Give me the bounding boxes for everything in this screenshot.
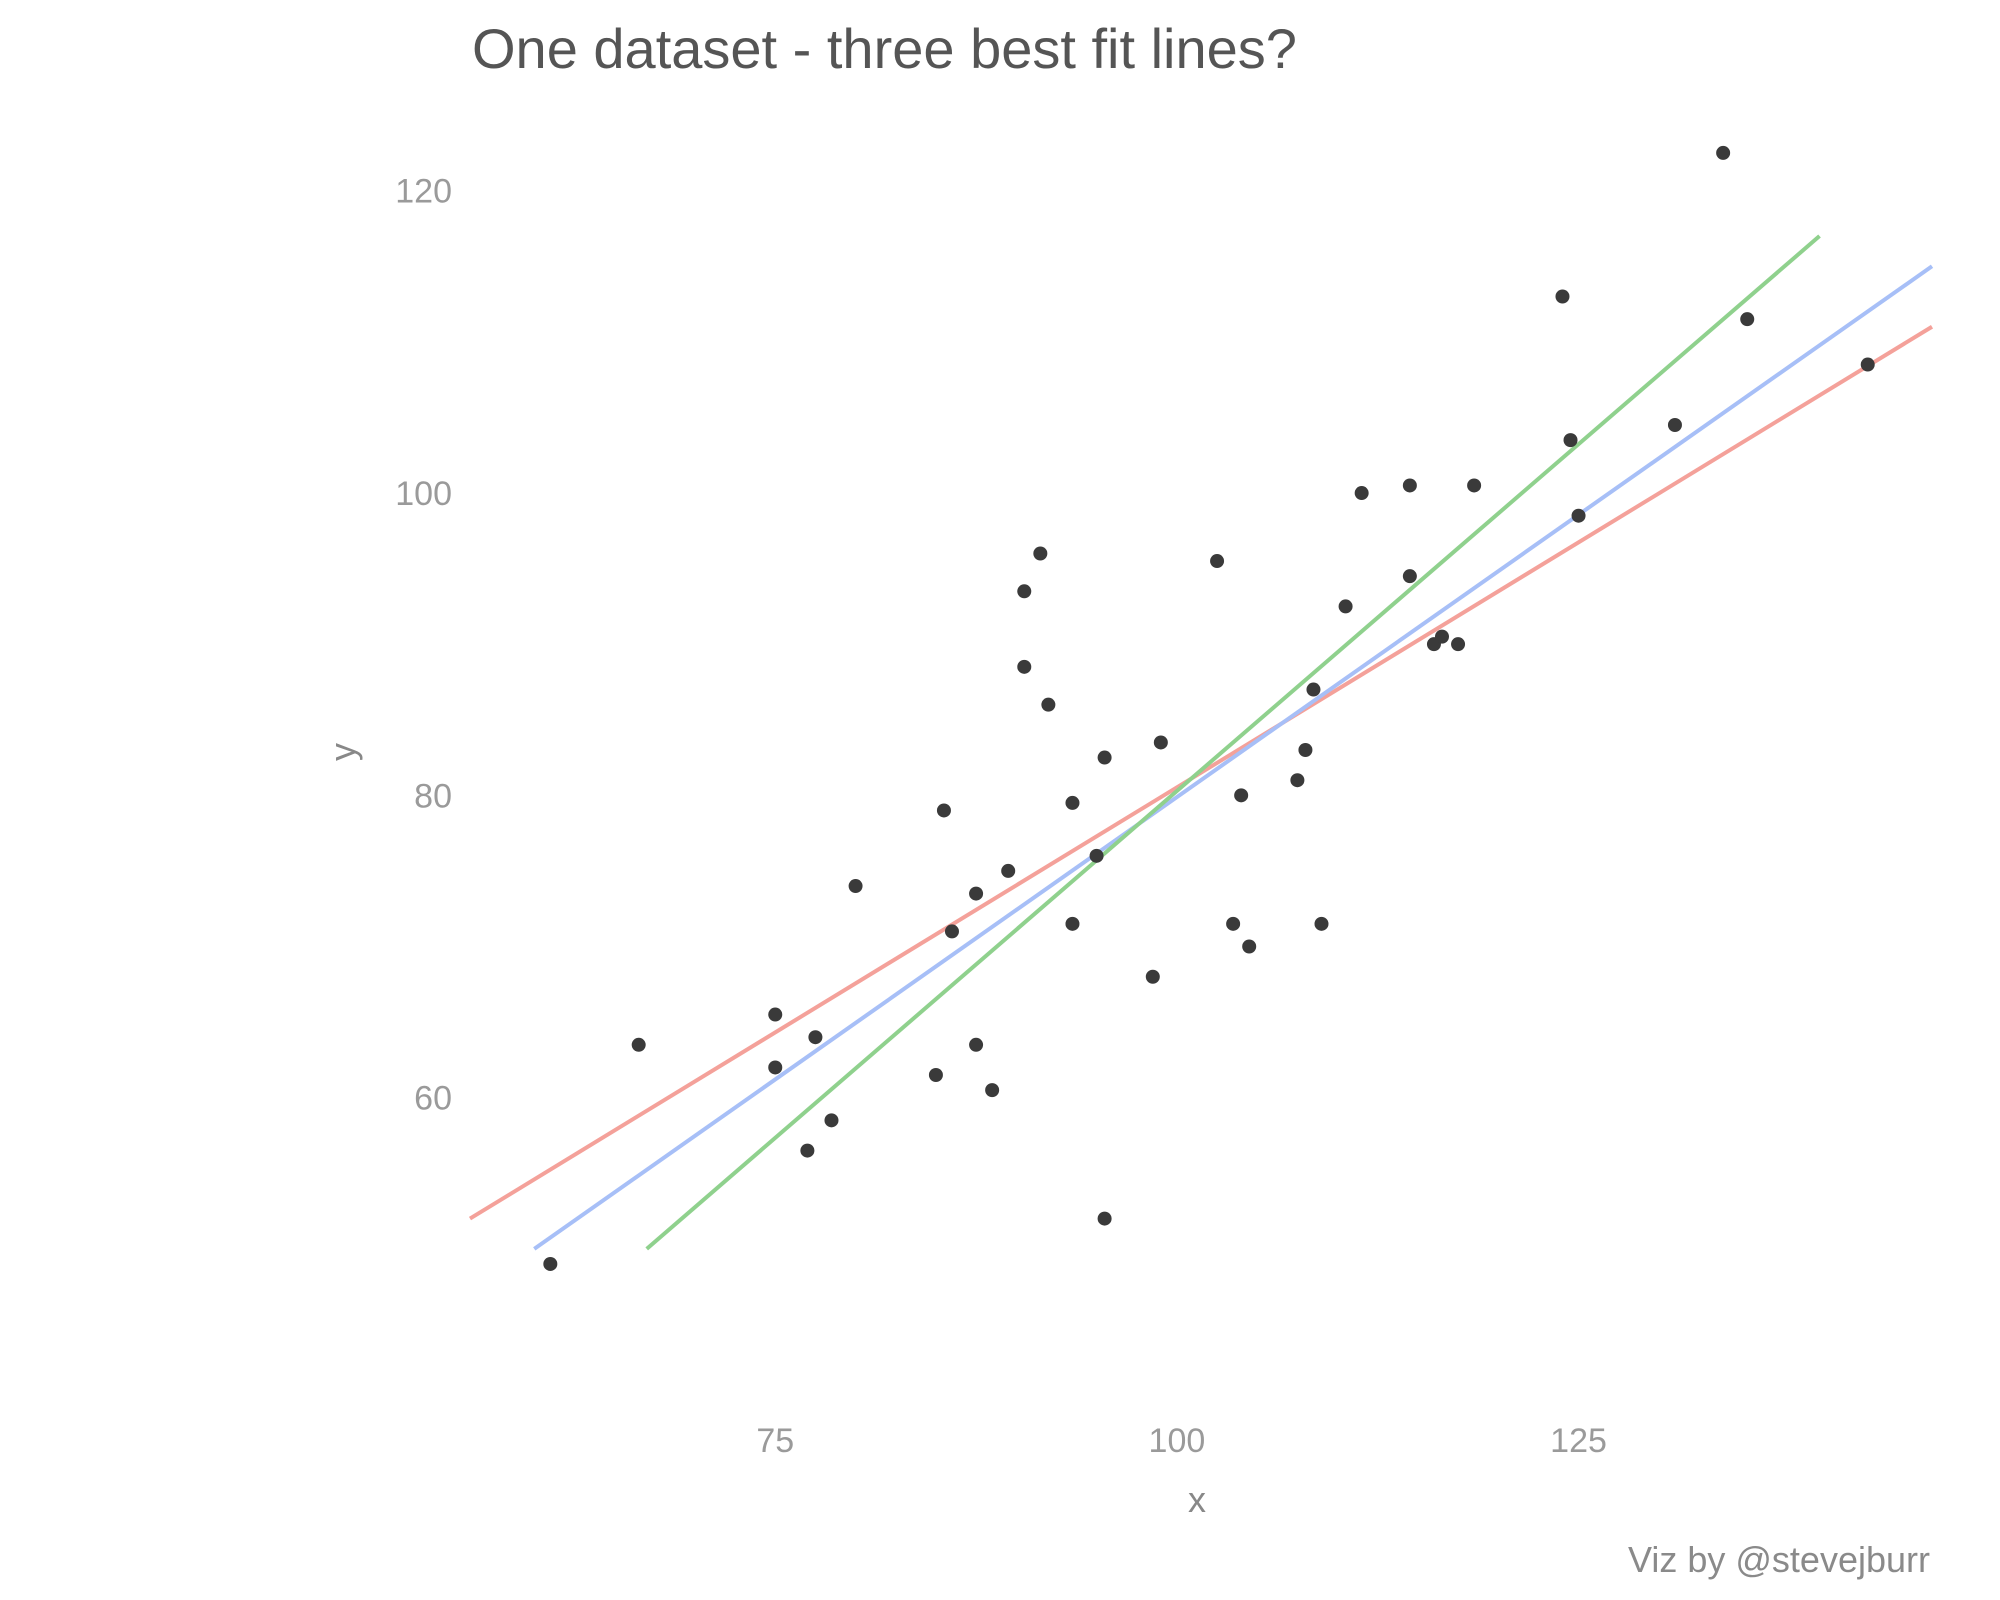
data-point [1667, 418, 1682, 432]
data-point [1210, 554, 1225, 569]
data-point [1017, 584, 1032, 599]
data-point [824, 1113, 839, 1128]
data-point [928, 1068, 943, 1082]
fit-lines [468, 234, 1934, 1251]
chart-title: One dataset - three best fit lines? [472, 17, 1297, 80]
data-points [543, 145, 1875, 1271]
chart-caption: Viz by @stevejburr [1628, 1539, 1930, 1580]
data-point [631, 1037, 646, 1052]
x-tick-label: 100 [1149, 1422, 1206, 1460]
data-point [1402, 478, 1417, 493]
data-point [1065, 916, 1080, 931]
data-point [1001, 863, 1016, 878]
data-point [1226, 916, 1241, 931]
data-point [1017, 659, 1032, 674]
y-tick-label: 60 [414, 1080, 452, 1118]
data-point [1033, 546, 1048, 561]
data-point [1402, 569, 1417, 584]
data-point [944, 924, 959, 939]
data-point [1467, 478, 1482, 493]
data-point [1145, 969, 1160, 984]
data-point [969, 1037, 984, 1052]
data-point [1571, 508, 1586, 523]
y-tick-label: 80 [414, 777, 452, 815]
data-point [808, 1030, 823, 1045]
data-point [800, 1143, 815, 1158]
y-axis-label: y [322, 743, 363, 761]
data-point [1314, 916, 1329, 931]
x-tick-label: 125 [1550, 1422, 1607, 1460]
data-point [985, 1083, 1000, 1098]
data-point [1555, 289, 1570, 304]
data-point [1065, 795, 1080, 810]
data-point [1089, 848, 1104, 863]
data-point [1716, 145, 1731, 160]
data-point [936, 803, 951, 818]
data-point [1354, 486, 1369, 501]
data-point [969, 886, 984, 901]
data-point [768, 1007, 783, 1022]
y-tick-label: 120 [395, 173, 452, 211]
x-axis-label: x [1188, 1479, 1206, 1520]
data-point [1041, 697, 1056, 712]
data-point [543, 1256, 558, 1271]
data-point [1234, 788, 1249, 803]
data-point [768, 1060, 783, 1075]
data-point [1434, 629, 1449, 644]
data-point [1242, 939, 1257, 954]
data-point [1153, 735, 1168, 750]
fit-line-3 [645, 234, 1821, 1251]
data-point [1290, 773, 1305, 788]
data-point [1740, 312, 1755, 327]
data-point [1860, 357, 1875, 372]
data-point [1097, 1211, 1112, 1226]
data-point [1338, 599, 1353, 614]
data-point [1451, 637, 1466, 652]
x-axis-ticks: 75 100 125 [756, 1422, 1607, 1460]
data-point [1306, 682, 1321, 697]
data-point [1097, 750, 1112, 765]
fit-line-2 [533, 264, 1934, 1251]
data-point [1563, 433, 1578, 448]
x-tick-label: 75 [756, 1422, 794, 1460]
y-axis-ticks: 60 80 100 120 [395, 173, 452, 1118]
y-tick-label: 100 [395, 475, 452, 513]
data-point [1298, 743, 1313, 757]
data-point [848, 879, 863, 894]
